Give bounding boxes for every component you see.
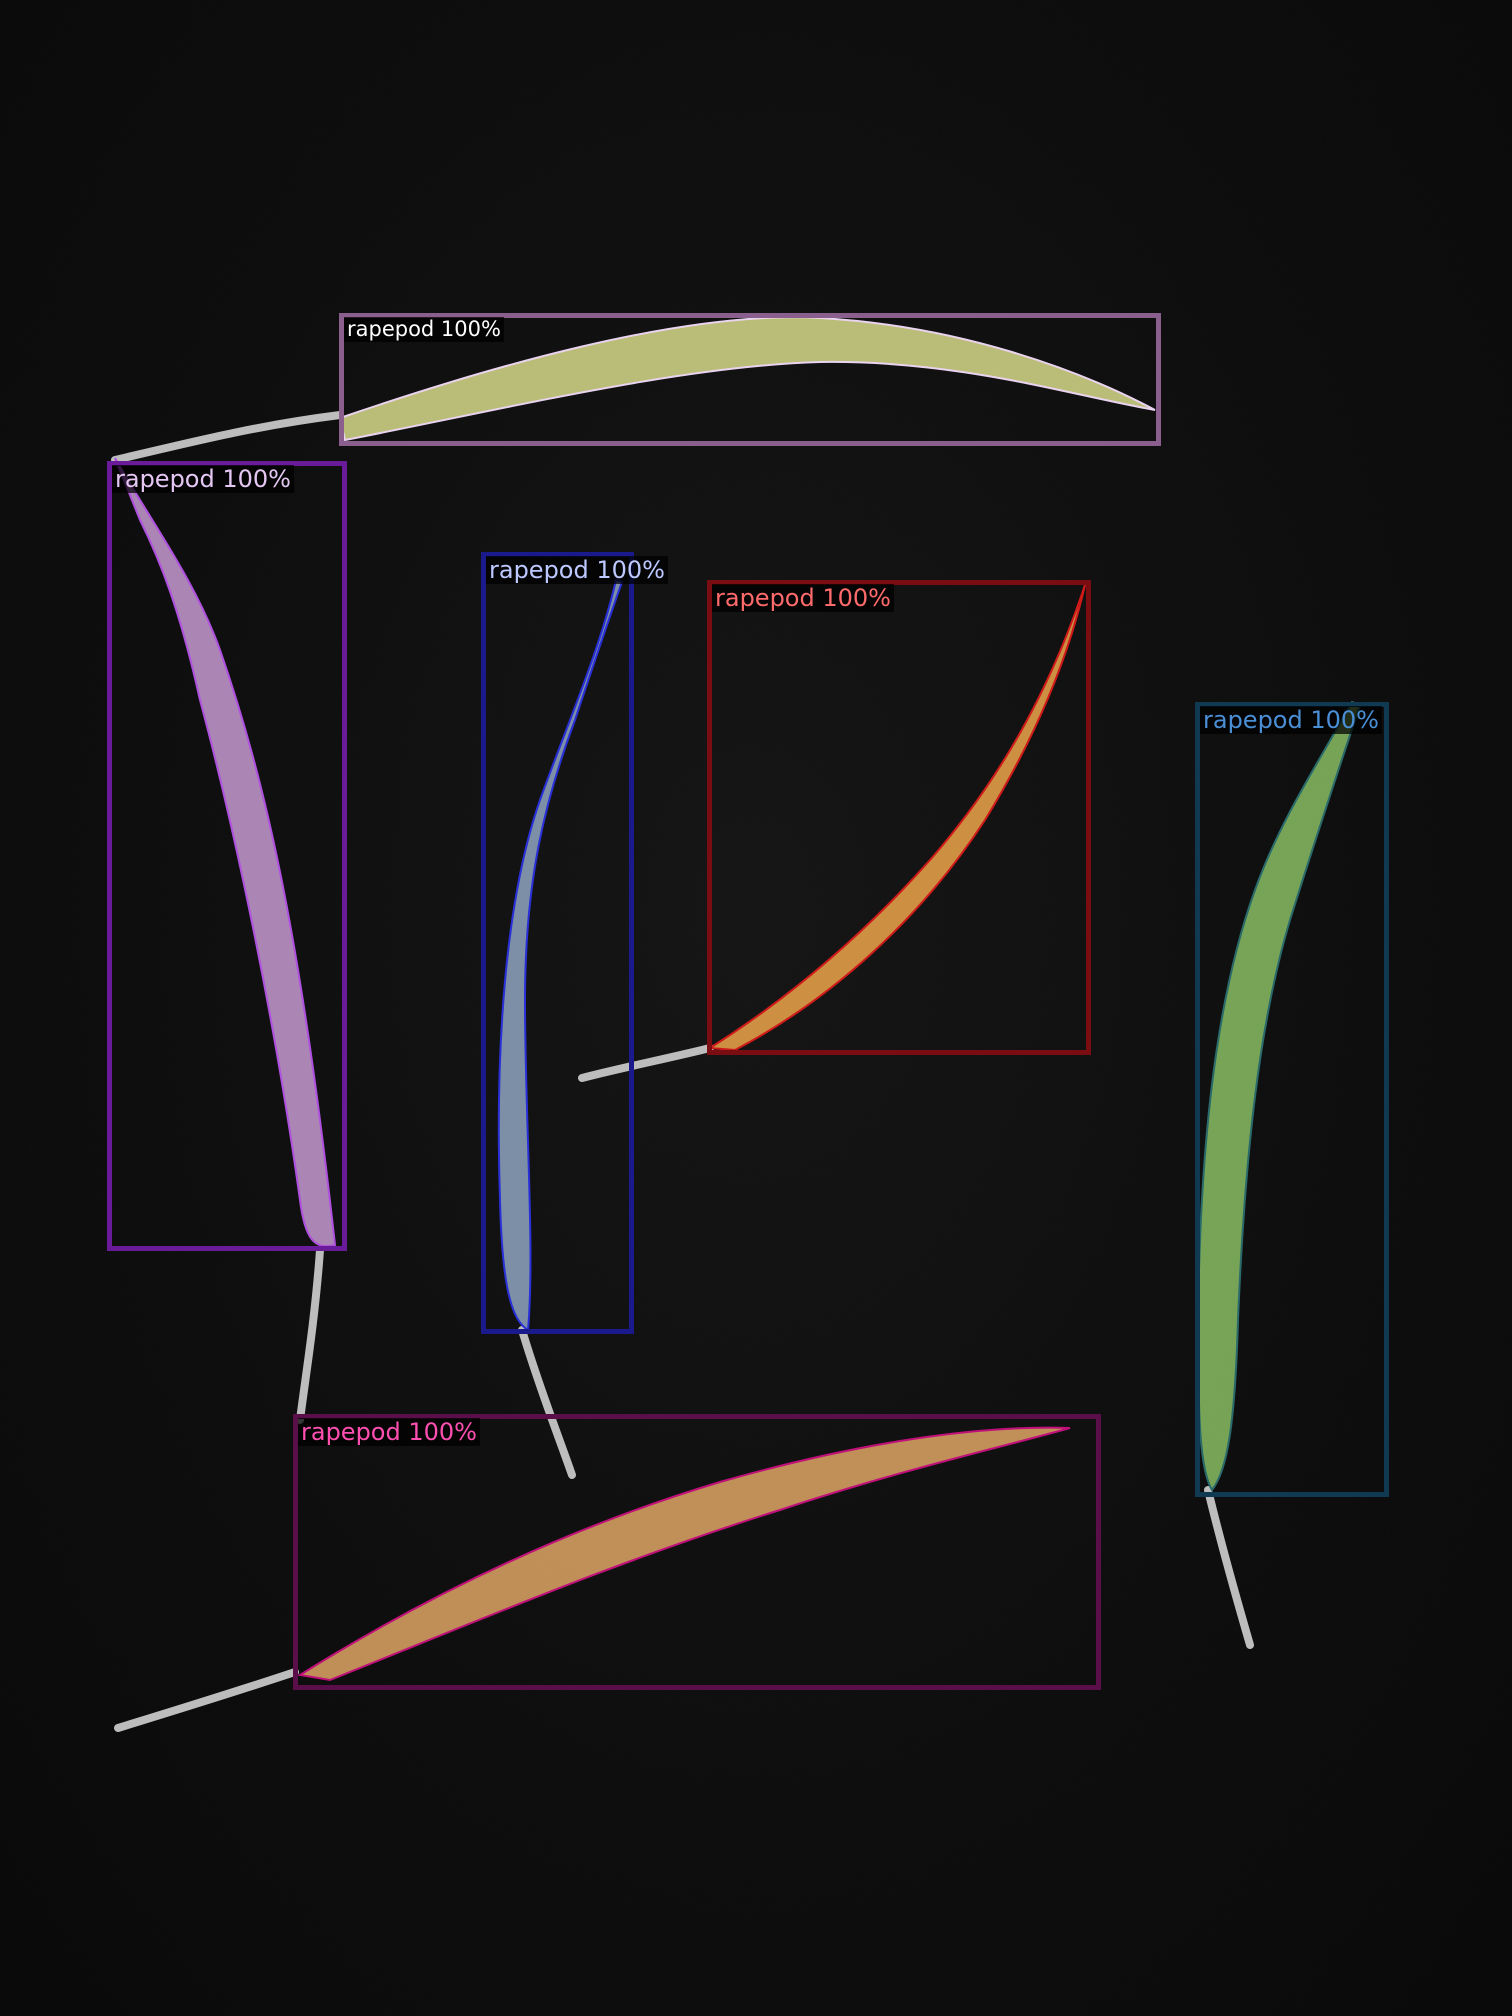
pod-4-stalk — [578, 1044, 714, 1082]
detection-box-2: rapepod 100% — [107, 461, 347, 1251]
detection-label-2: rapepod 100% — [112, 465, 294, 493]
pod-6-stalk — [114, 1668, 299, 1732]
pod-3-stalk — [518, 1326, 576, 1479]
detection-box-5: rapepod 100% — [1195, 702, 1389, 1497]
detection-label-6: rapepod 100% — [298, 1418, 480, 1446]
pod-1-stalk — [111, 411, 344, 464]
detection-box-6: rapepod 100% — [293, 1414, 1101, 1690]
pod-6-mask — [297, 1426, 1071, 1682]
pod-1-mask — [338, 316, 1156, 442]
pod-4 — [578, 584, 1086, 1082]
detection-label-5: rapepod 100% — [1200, 706, 1382, 734]
pod-5-stalk — [1204, 1486, 1254, 1649]
pod-2-stalk — [296, 1246, 324, 1424]
detection-label-1: rapepod 100% — [344, 317, 504, 342]
pod-4-mask — [706, 584, 1086, 1052]
detection-box-1: rapepod 100% — [339, 313, 1161, 446]
detection-label-3: rapepod 100% — [486, 556, 668, 584]
pod-5 — [1196, 700, 1362, 1649]
pod-5-mask — [1196, 700, 1362, 1492]
pod-1 — [111, 316, 1156, 464]
detection-box-3: rapepod 100% — [481, 552, 668, 1334]
pod-6 — [114, 1426, 1071, 1732]
detection-box-4: rapepod 100% — [707, 580, 1091, 1055]
pod-2-mask — [114, 457, 337, 1248]
detection-label-4: rapepod 100% — [712, 584, 894, 612]
pod-2 — [114, 457, 337, 1424]
